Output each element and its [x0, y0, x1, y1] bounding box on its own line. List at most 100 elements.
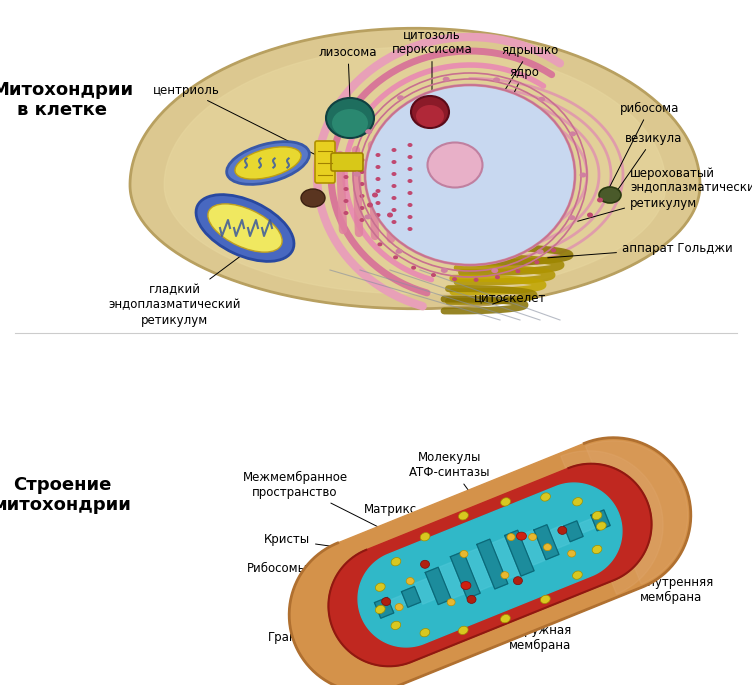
Ellipse shape: [515, 269, 520, 273]
Polygon shape: [505, 530, 534, 576]
Ellipse shape: [392, 172, 396, 176]
Ellipse shape: [381, 597, 390, 606]
Ellipse shape: [544, 544, 551, 551]
Ellipse shape: [495, 275, 500, 279]
Ellipse shape: [447, 599, 455, 606]
Text: Митохондрии
в клетке: Митохондрии в клетке: [0, 81, 133, 119]
Ellipse shape: [452, 277, 457, 281]
Ellipse shape: [467, 595, 476, 603]
Ellipse shape: [406, 577, 414, 584]
Ellipse shape: [541, 493, 550, 501]
Ellipse shape: [392, 148, 396, 152]
Ellipse shape: [408, 143, 413, 147]
Ellipse shape: [391, 558, 401, 566]
Ellipse shape: [375, 153, 381, 157]
Ellipse shape: [196, 195, 294, 262]
Text: Молекулы
АТФ-синтазы: Молекулы АТФ-синтазы: [409, 451, 491, 518]
Ellipse shape: [599, 187, 621, 203]
Ellipse shape: [420, 560, 429, 569]
Polygon shape: [550, 525, 570, 549]
Text: лизосома: лизосома: [319, 45, 378, 97]
Polygon shape: [164, 47, 666, 294]
Ellipse shape: [568, 550, 576, 557]
Polygon shape: [591, 510, 610, 531]
Text: ядрышко: ядрышко: [459, 44, 559, 162]
Ellipse shape: [491, 268, 499, 273]
Ellipse shape: [592, 512, 602, 520]
Ellipse shape: [365, 129, 372, 134]
Ellipse shape: [408, 191, 413, 195]
Ellipse shape: [208, 204, 282, 252]
Ellipse shape: [427, 142, 483, 188]
Polygon shape: [534, 525, 559, 560]
Ellipse shape: [332, 109, 368, 137]
Ellipse shape: [359, 218, 365, 222]
Ellipse shape: [443, 77, 450, 82]
Polygon shape: [329, 464, 651, 667]
Polygon shape: [425, 567, 451, 605]
Ellipse shape: [569, 132, 576, 136]
Ellipse shape: [592, 545, 602, 553]
Polygon shape: [439, 562, 464, 599]
Text: цитоскелет: цитоскелет: [474, 292, 546, 305]
Ellipse shape: [408, 179, 413, 183]
Ellipse shape: [375, 583, 385, 591]
Ellipse shape: [375, 177, 381, 181]
Ellipse shape: [392, 196, 396, 200]
Ellipse shape: [461, 582, 471, 590]
Ellipse shape: [587, 212, 593, 218]
Ellipse shape: [397, 95, 404, 100]
Polygon shape: [358, 483, 622, 647]
Ellipse shape: [411, 96, 449, 128]
Ellipse shape: [501, 614, 511, 623]
Ellipse shape: [235, 147, 301, 179]
Ellipse shape: [551, 249, 556, 252]
Ellipse shape: [411, 266, 416, 270]
Ellipse shape: [596, 522, 606, 530]
Ellipse shape: [365, 85, 575, 265]
Ellipse shape: [408, 155, 413, 159]
Text: Внутренняя
мембрана: Внутренняя мембрана: [583, 571, 714, 604]
Polygon shape: [130, 28, 700, 309]
Ellipse shape: [359, 170, 365, 174]
Ellipse shape: [474, 278, 478, 282]
Ellipse shape: [558, 526, 567, 534]
Ellipse shape: [226, 142, 309, 184]
Ellipse shape: [459, 626, 468, 634]
Text: Межмембранное
пространство: Межмембранное пространство: [242, 471, 417, 547]
Ellipse shape: [529, 534, 537, 540]
Ellipse shape: [408, 203, 413, 207]
Ellipse shape: [392, 208, 396, 212]
Ellipse shape: [597, 197, 603, 203]
Ellipse shape: [375, 165, 381, 169]
Ellipse shape: [359, 194, 365, 198]
Ellipse shape: [572, 571, 582, 580]
Text: Строение
митохондрии: Строение митохондрии: [0, 475, 132, 514]
Ellipse shape: [408, 167, 413, 171]
Ellipse shape: [501, 572, 509, 579]
Text: Матрикс: Матрикс: [363, 503, 443, 543]
Polygon shape: [390, 595, 405, 610]
Ellipse shape: [359, 206, 365, 210]
Text: центриоль: центриоль: [153, 84, 328, 161]
Text: Кристы: Кристы: [264, 534, 412, 558]
Ellipse shape: [344, 187, 348, 191]
Ellipse shape: [301, 189, 325, 207]
Polygon shape: [402, 586, 421, 608]
Ellipse shape: [441, 268, 448, 273]
Text: гладкий
эндоплазматический
ретикулум: гладкий эндоплазматический ретикулум: [109, 257, 241, 327]
Text: аппарат Гольджи: аппарат Гольджи: [547, 242, 732, 258]
Ellipse shape: [378, 242, 383, 247]
Ellipse shape: [359, 182, 365, 186]
Polygon shape: [579, 519, 595, 533]
Text: цитозоль
пероксисома: цитозоль пероксисома: [392, 28, 472, 93]
Text: шероховатый
эндоплазматический
ретикулум: шероховатый эндоплазматический ретикулум: [578, 166, 752, 221]
Ellipse shape: [375, 201, 381, 205]
Text: Гранулы: Гранулы: [268, 580, 366, 645]
Ellipse shape: [514, 577, 523, 585]
Ellipse shape: [420, 629, 430, 637]
Ellipse shape: [353, 172, 360, 177]
Ellipse shape: [395, 603, 403, 610]
FancyBboxPatch shape: [331, 153, 363, 171]
Ellipse shape: [344, 175, 348, 179]
